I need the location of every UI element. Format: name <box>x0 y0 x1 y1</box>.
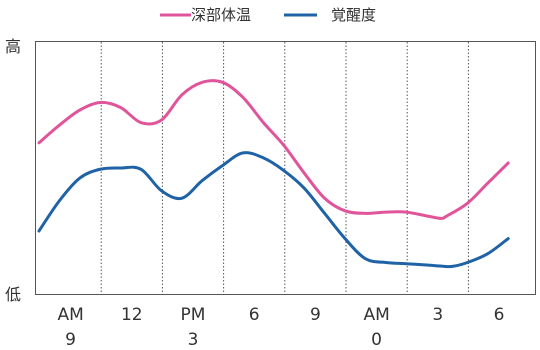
x-tick-label: 3 <box>432 305 443 325</box>
x-tick-label: PM <box>181 305 206 325</box>
y-axis-high-label: 高 <box>5 37 21 56</box>
x-axis-tick-labels: AM 9 12 PM 3 6 9 AM 0 3 6 <box>57 305 504 350</box>
y-axis-low-label: 低 <box>5 285 21 304</box>
vertical-gridlines <box>100 42 469 294</box>
series-line-body-temp <box>37 79 510 220</box>
legend-label-body-temp: 深部体温 <box>191 6 251 24</box>
x-tick-label: AM <box>363 305 389 325</box>
x-tick-label: 6 <box>249 305 260 325</box>
x-tick-label: 9 <box>65 330 76 350</box>
series-lines <box>37 79 510 269</box>
x-tick-label: AM <box>57 305 83 325</box>
legend-label-alertness: 覚醒度 <box>331 6 376 24</box>
x-tick-label: 12 <box>121 305 143 325</box>
plot-frame <box>35 41 536 295</box>
x-tick-label: 6 <box>494 305 505 325</box>
x-tick-label: 3 <box>188 330 199 350</box>
legend: 深部体温 覚醒度 <box>160 6 376 24</box>
x-tick-label: 0 <box>371 330 382 350</box>
x-tick-label: 9 <box>310 305 321 325</box>
series-line-alertness <box>37 151 510 269</box>
